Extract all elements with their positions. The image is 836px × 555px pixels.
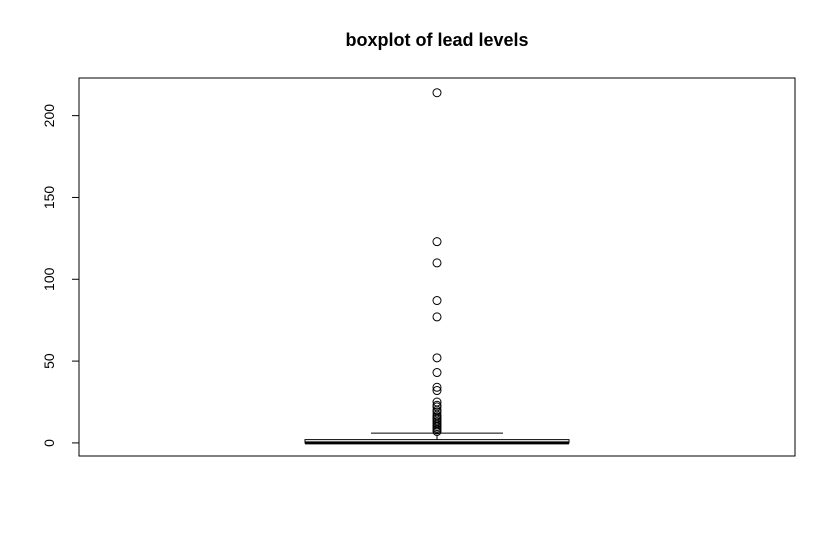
outlier-point xyxy=(432,237,442,247)
outlier-point xyxy=(432,353,442,363)
outlier-point xyxy=(432,296,442,306)
y-tick-label: 200 xyxy=(41,104,57,128)
y-tick-label: 100 xyxy=(41,267,57,291)
outlier-point xyxy=(432,312,442,322)
box-plot xyxy=(304,432,570,445)
outlier-point xyxy=(432,368,442,378)
outlier-point xyxy=(432,426,442,436)
y-tick-label: 50 xyxy=(41,353,57,369)
chart-title: boxplot of lead levels xyxy=(345,30,528,50)
outlier-point xyxy=(432,258,442,268)
outlier-point xyxy=(432,386,442,396)
outlier-points xyxy=(432,88,442,436)
y-tick-label: 150 xyxy=(41,186,57,210)
y-tick-label: 0 xyxy=(41,439,57,447)
y-axis: 0 50 100 150 200 xyxy=(41,104,80,447)
outlier-point xyxy=(432,382,442,392)
outlier-point xyxy=(432,88,442,98)
